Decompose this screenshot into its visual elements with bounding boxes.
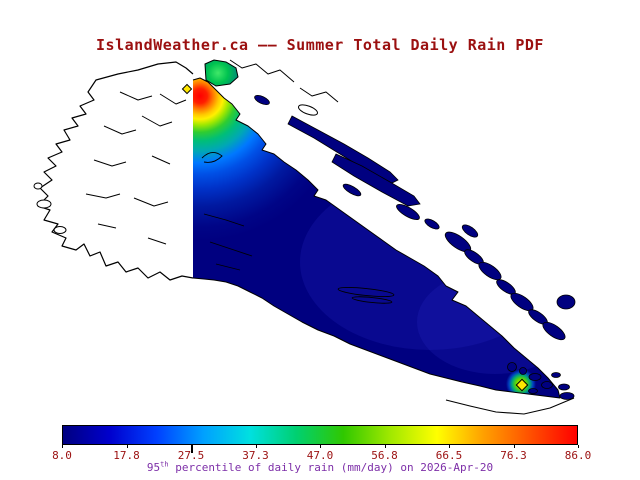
colorbar-label: 47.0 (306, 449, 334, 462)
colorbar-label: 37.3 (242, 449, 269, 462)
island-coastline (192, 77, 561, 399)
colorbar-label: 66.5 (435, 449, 463, 462)
colorbar-label: 86.0 (564, 449, 592, 462)
caption-prefix: 95 (146, 461, 161, 474)
gulf-islands (444, 224, 576, 341)
island-lakes (201, 152, 395, 304)
station-marker-southeast (515, 378, 529, 392)
colorbar-label: 17.8 (113, 449, 140, 462)
colorbar-label: 8.0 (52, 449, 72, 462)
north-rain-patch (204, 59, 239, 87)
west-coastline (37, 61, 194, 281)
mainland-coast-outlines (229, 59, 339, 116)
colorbar-labels: 8.0 17.8 27.5 37.3 47.0 56.8 66.5 76.3 8… (52, 449, 591, 462)
caption-rest: percentile of daily rain (mm/day) on 202… (168, 461, 494, 474)
west-coastline-outlines (33, 59, 339, 281)
strait-islands (254, 94, 440, 230)
colorbar-gradient (62, 425, 578, 445)
colorbar-value-marker (190, 445, 193, 453)
station-marker-northeast (181, 83, 193, 95)
page-title: IslandWeather.ca —— Summer Total Daily R… (96, 36, 544, 54)
colorbar-label: 56.8 (371, 449, 398, 462)
offshore-islets (33, 182, 67, 234)
caption-superscript: th (160, 460, 169, 469)
colorbar-label: 76.3 (500, 449, 527, 462)
colorbar-caption: 95th percentile of daily rain (mm/day) o… (0, 461, 640, 474)
colorbar-label: 27.5 (177, 449, 205, 462)
south-coastline (445, 397, 575, 415)
southeast-islands (507, 362, 575, 400)
inlet-lines (85, 91, 187, 245)
colorbar-ticks (62, 445, 579, 454)
